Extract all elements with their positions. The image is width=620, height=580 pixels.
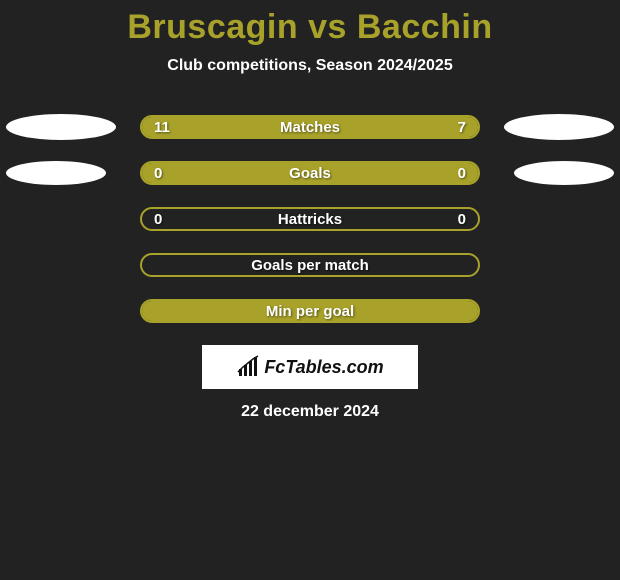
stat-row: 11Matches7 xyxy=(0,115,620,139)
page-title: Bruscagin vs Bacchin xyxy=(0,8,620,47)
comparison-card: Bruscagin vs Bacchin Club competitions, … xyxy=(0,0,620,421)
stat-bar: 0 Hattricks 0 xyxy=(140,207,480,231)
chart-icon xyxy=(236,355,260,379)
stat-right-value: 0 xyxy=(458,211,466,228)
bar-text: Goals per match xyxy=(142,255,478,275)
stat-left-value: 0 xyxy=(154,211,162,228)
stat-row: 0Goals0 xyxy=(0,161,620,185)
player-ellipse-left xyxy=(6,114,116,140)
bar-fill-left xyxy=(142,163,478,183)
stat-label: Goals per match xyxy=(251,257,369,274)
stat-label: Hattricks xyxy=(278,211,342,228)
stat-rows: 11Matches7 0Goals0 0 Hattricks 0 Goals per ma… xyxy=(0,115,620,323)
stat-bar: Min per goal xyxy=(140,299,480,323)
bar-fill-left xyxy=(142,117,478,137)
brand-text: FcTables.com xyxy=(264,357,383,378)
subtitle: Club competitions, Season 2024/2025 xyxy=(0,57,620,75)
player-ellipse-left xyxy=(6,161,106,185)
player-ellipse-right xyxy=(514,161,614,185)
date-label: 22 december 2024 xyxy=(0,403,620,421)
stat-bar: 11Matches7 xyxy=(140,115,480,139)
stat-row: Goals per match xyxy=(0,253,620,277)
player-ellipse-right xyxy=(504,114,614,140)
bar-text: 0 Hattricks 0 xyxy=(142,209,478,229)
stat-bar: 0Goals0 xyxy=(140,161,480,185)
stat-row: 0 Hattricks 0 xyxy=(0,207,620,231)
brand-logo: FcTables.com xyxy=(202,345,418,389)
stat-row: Min per goal xyxy=(0,299,620,323)
bar-fill-left xyxy=(142,301,478,321)
stat-bar: Goals per match xyxy=(140,253,480,277)
